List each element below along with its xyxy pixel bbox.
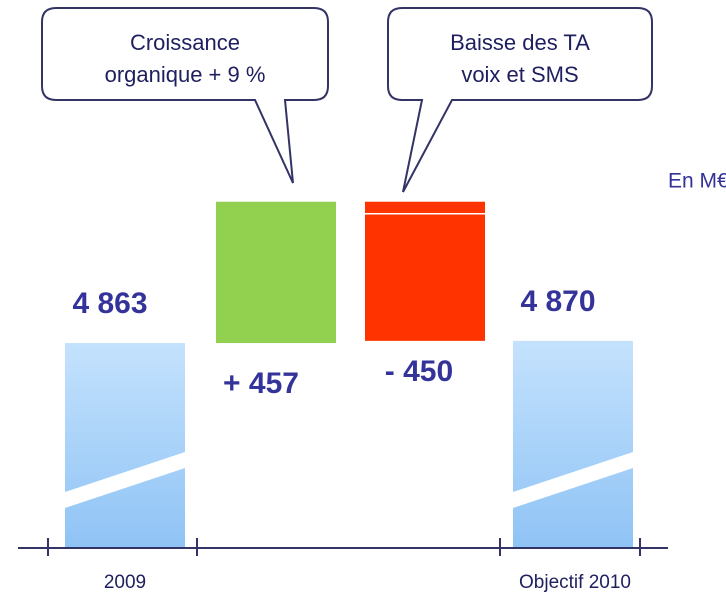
callout-text: Croissance xyxy=(130,30,240,55)
total-bar xyxy=(513,340,633,548)
value-label: + 457 xyxy=(223,367,299,400)
delta-bar xyxy=(365,201,485,341)
total-bar xyxy=(65,343,185,548)
callout-bubble xyxy=(41,7,329,184)
callout-text: voix et SMS xyxy=(461,62,578,87)
value-label: - 450 xyxy=(385,355,453,388)
callout-bubble xyxy=(387,7,653,193)
callout-text: organique + 9 % xyxy=(105,62,266,87)
unit-label: En M€ xyxy=(668,170,726,193)
axis-break xyxy=(65,452,185,508)
value-label: 4 863 xyxy=(72,287,147,320)
x-tick-label: Objectif 2010 xyxy=(519,572,631,593)
x-tick-label: 2009 xyxy=(104,572,146,593)
value-label: 4 870 xyxy=(520,285,595,318)
delta-bar xyxy=(216,201,336,344)
axis-break xyxy=(513,452,633,508)
callout-text: Baisse des TA xyxy=(450,30,590,55)
axis xyxy=(18,538,668,556)
